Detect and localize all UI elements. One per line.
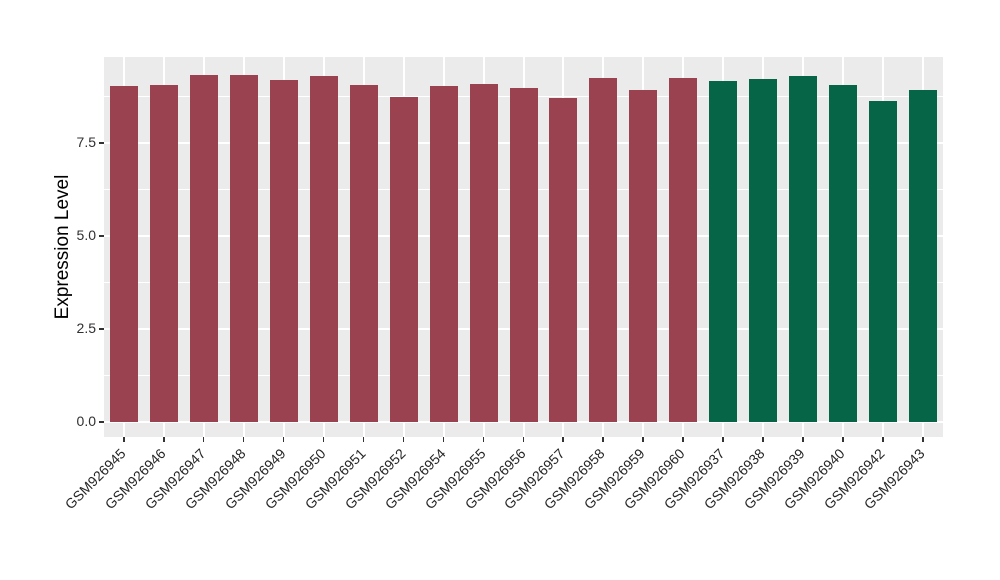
y-tick-label: 2.5 — [76, 320, 96, 337]
bar-GSM926940 — [829, 85, 857, 423]
y-tick-mark — [99, 328, 104, 330]
bar-GSM926955 — [470, 83, 498, 423]
x-tick-mark — [762, 437, 764, 442]
bar-GSM926959 — [629, 90, 657, 423]
y-tick-mark — [99, 421, 104, 424]
x-tick-mark — [682, 437, 684, 442]
bar-GSM926946 — [150, 84, 178, 423]
x-tick-mark — [162, 437, 165, 442]
bar-GSM926949 — [270, 79, 298, 423]
bar-GSM926937 — [709, 80, 737, 423]
y-tick-mark — [99, 142, 104, 144]
x-tick-mark — [842, 437, 844, 442]
x-tick-mark — [202, 437, 205, 442]
y-tick-label: 5.0 — [76, 227, 96, 244]
x-tick-mark — [802, 437, 804, 442]
gridline-major-h — [104, 421, 943, 424]
bar-GSM926942 — [869, 100, 897, 423]
y-tick-mark — [99, 235, 104, 237]
x-tick-mark — [322, 437, 325, 442]
bar-GSM926956 — [510, 87, 538, 423]
x-tick-mark — [882, 437, 884, 442]
x-tick-mark — [522, 437, 525, 442]
x-tick-mark — [642, 437, 644, 442]
x-tick-mark — [242, 437, 245, 442]
y-tick-label: 7.5 — [76, 134, 96, 151]
bar-GSM926938 — [749, 78, 777, 423]
bar-GSM926945 — [110, 86, 138, 423]
x-tick-mark — [282, 437, 285, 442]
x-tick-mark — [562, 437, 565, 442]
x-tick-mark — [362, 437, 365, 442]
bar-GSM926960 — [669, 78, 697, 423]
x-tick-mark — [442, 437, 445, 442]
bar-GSM926957 — [549, 98, 577, 423]
bar-GSM926943 — [909, 89, 937, 423]
bar-GSM926954 — [430, 86, 458, 423]
y-axis-title: Expression Level — [52, 174, 73, 320]
bar-GSM926951 — [350, 84, 378, 423]
bar-GSM926950 — [310, 76, 338, 423]
x-tick-mark — [602, 437, 604, 442]
y-tick-label: 0.0 — [76, 413, 96, 430]
x-tick-mark — [722, 437, 724, 442]
bar-GSM926958 — [589, 78, 617, 423]
bar-GSM926948 — [230, 74, 258, 423]
x-tick-mark — [122, 437, 125, 442]
bar-GSM926947 — [190, 74, 218, 423]
x-tick-mark — [922, 437, 924, 442]
x-tick-mark — [482, 437, 485, 442]
bar-GSM926952 — [390, 96, 418, 423]
bar-GSM926939 — [789, 75, 817, 423]
x-tick-mark — [402, 437, 405, 442]
